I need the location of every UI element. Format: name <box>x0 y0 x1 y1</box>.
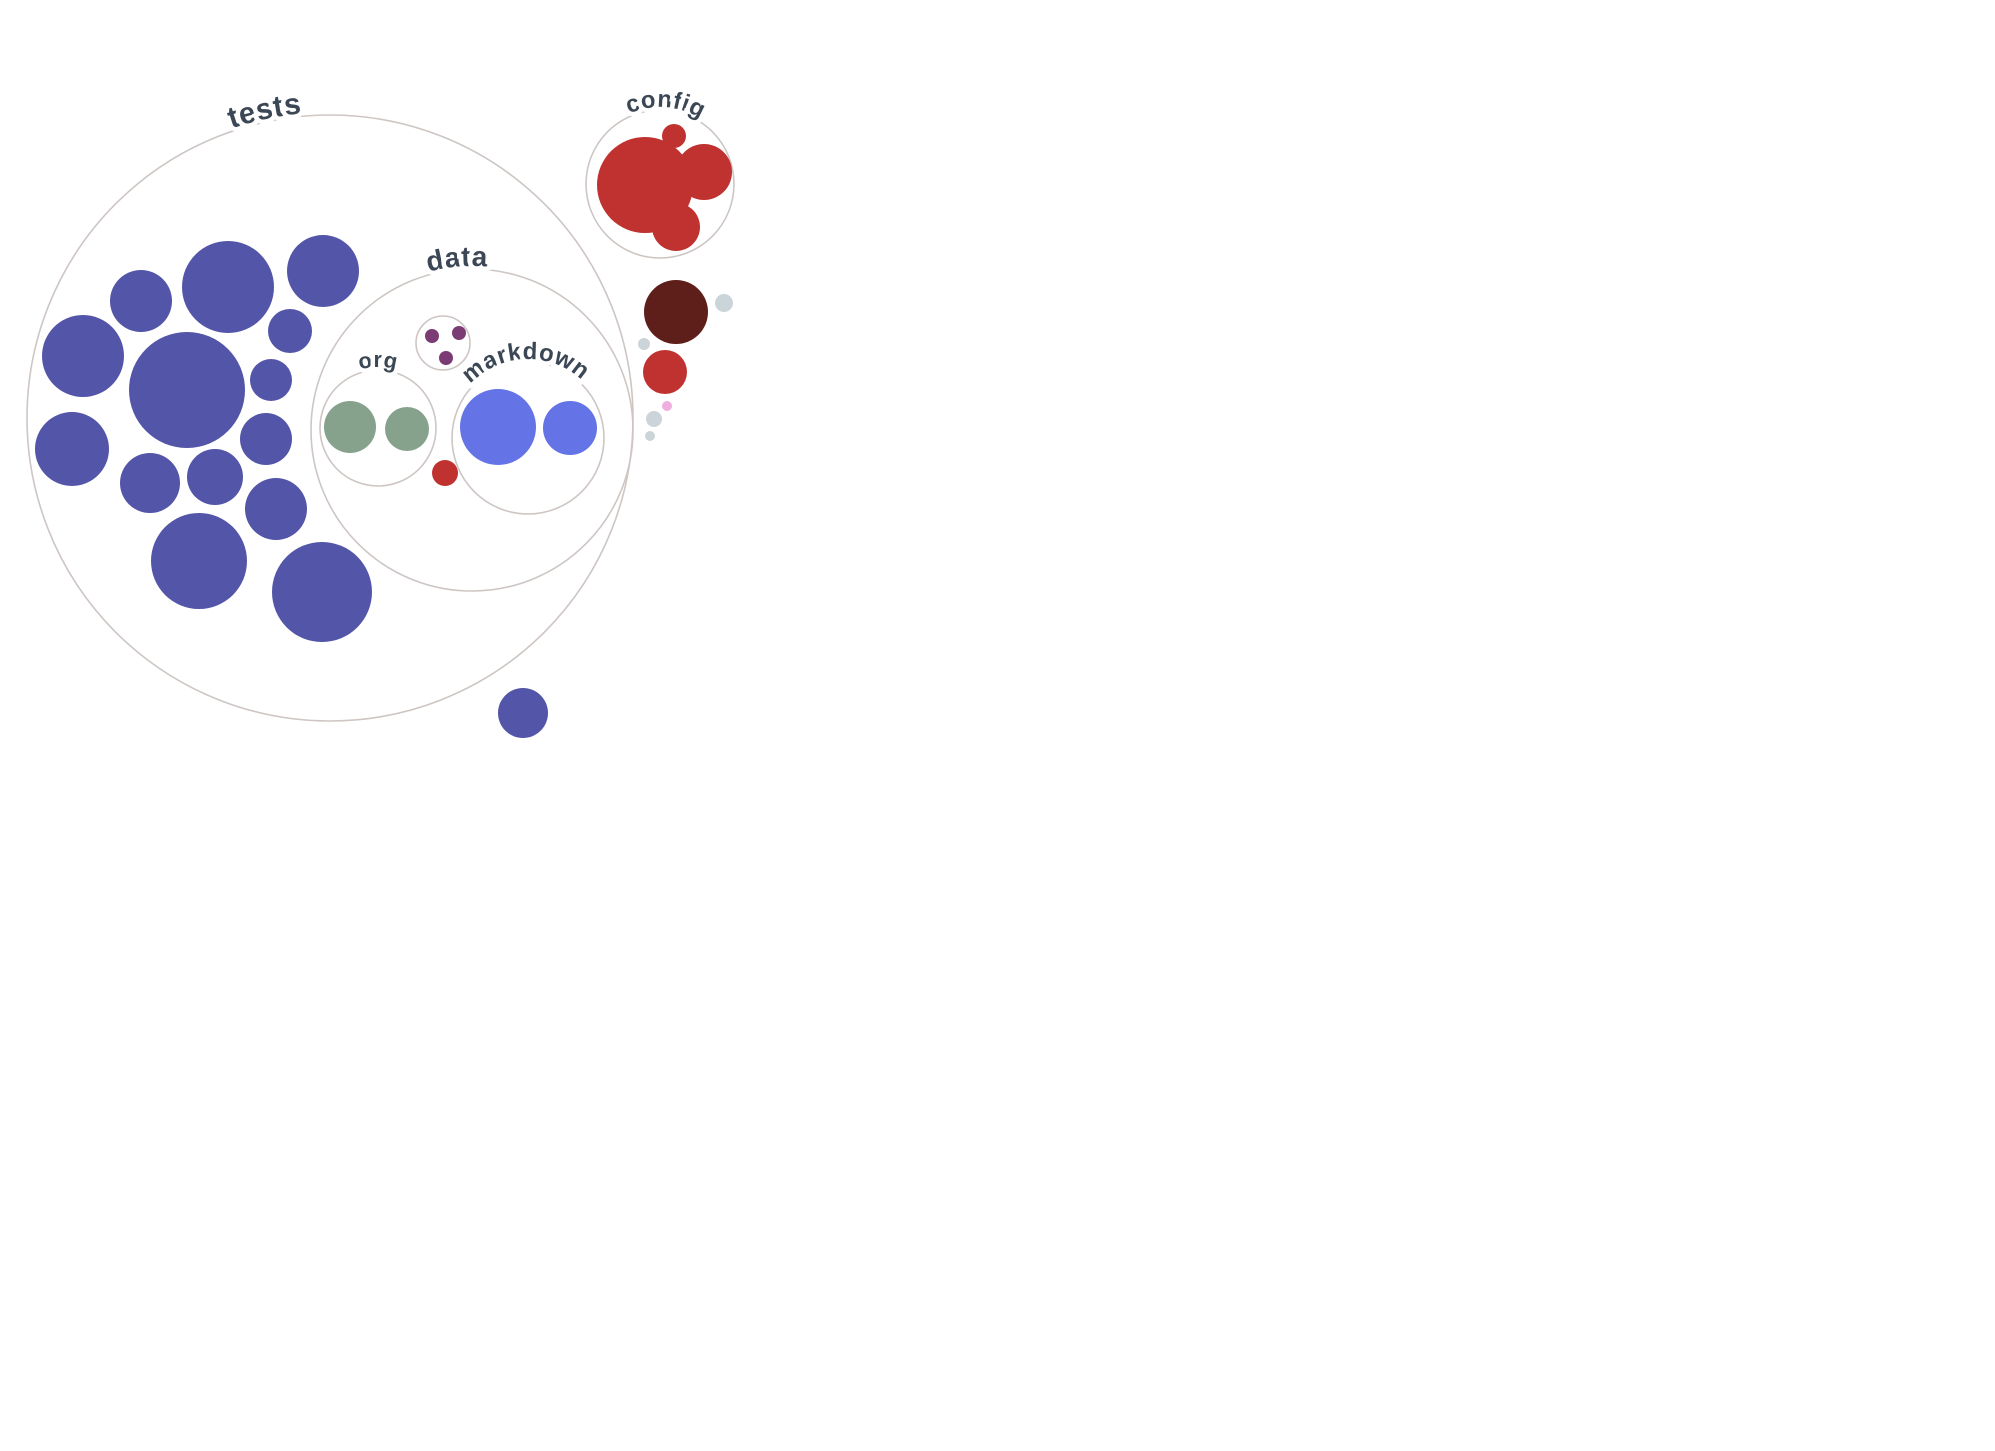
file-circle-file.jpg[interactable] <box>452 326 466 340</box>
file-circle-file.yml[interactable] <box>676 144 732 200</box>
dir-circle-org[interactable] <box>319 369 437 487</box>
file-circle-file.py[interactable] <box>268 309 312 353</box>
file-circle-file.yml[interactable] <box>652 203 700 251</box>
file-circle-file.ini[interactable] <box>645 431 655 441</box>
file-circle-file.py[interactable] <box>110 270 172 332</box>
file-circle-file.spec[interactable] <box>644 280 708 344</box>
dir-label-config: config <box>622 86 710 124</box>
dir-label-org: org <box>356 347 400 374</box>
file-circle-file.py[interactable] <box>182 241 274 333</box>
file-circle-file.py[interactable] <box>250 359 292 401</box>
file-circle-file.jpg[interactable] <box>439 351 453 365</box>
dir-label-data: data <box>423 241 489 278</box>
dir-label-markdown: markdown <box>456 338 595 388</box>
file-circle-file.jpg[interactable] <box>425 329 439 343</box>
file-circle-file.py[interactable] <box>151 513 247 609</box>
file-circle-file.yml[interactable] <box>643 350 687 394</box>
file-circle-setup.py[interactable] <box>498 688 548 738</box>
dir-circle-markdown[interactable] <box>451 361 605 515</box>
file-circle-file.ini[interactable] <box>638 338 650 350</box>
file-circle-file.md[interactable] <box>460 389 536 465</box>
file-circle-file.py[interactable] <box>35 412 109 486</box>
file-circle-file.md[interactable] <box>543 401 597 455</box>
file-circle-file.py[interactable] <box>129 332 245 448</box>
file-circle-file.ini[interactable] <box>646 411 662 427</box>
file-circle-file.py[interactable] <box>245 478 307 540</box>
file-circle-file.py[interactable] <box>42 315 124 397</box>
file-circle-file.ini[interactable] <box>715 294 733 312</box>
file-circle-file.org[interactable] <box>385 407 429 451</box>
file-circle-file.py[interactable] <box>240 413 292 465</box>
file-circle-file.py[interactable] <box>120 453 180 513</box>
dir-circle-data[interactable] <box>310 268 634 592</box>
dir-circle-unnamed[interactable] <box>415 315 471 371</box>
file-circle-file.py[interactable] <box>287 235 359 307</box>
file-circle-file.org[interactable] <box>324 401 376 453</box>
file-circle-file.yml[interactable] <box>432 460 458 486</box>
file-circle-file.py[interactable] <box>187 449 243 505</box>
circles-layer <box>26 109 735 738</box>
file-circle-file.json[interactable] <box>662 401 672 411</box>
file-circle-file.yml[interactable] <box>662 124 686 148</box>
file-circle-file.py[interactable] <box>272 542 372 642</box>
dir-circle-config[interactable] <box>585 109 735 259</box>
dir-label-tests: tests <box>224 87 304 135</box>
